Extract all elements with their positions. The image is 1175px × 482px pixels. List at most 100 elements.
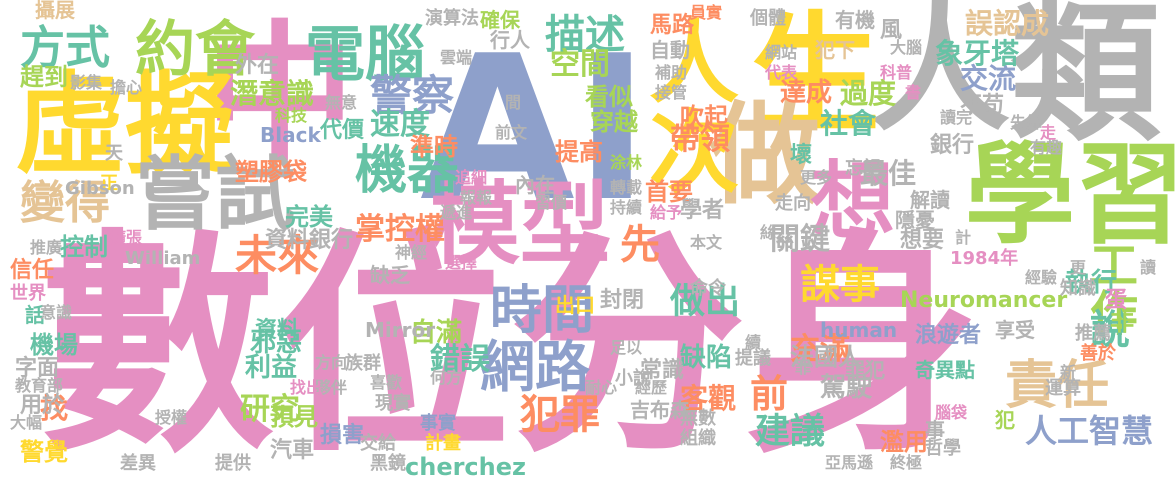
word-139: 終極 (890, 453, 923, 472)
word-130: 非 (1110, 308, 1134, 336)
word-80: 小說 (615, 368, 651, 389)
word-9: 學習 (965, 131, 1175, 259)
word-45: 象牙塔 (935, 37, 1020, 70)
word-176: 間 (505, 93, 522, 112)
word-190: 報報 (460, 188, 493, 207)
word-172: 擔心 (110, 78, 143, 97)
word-141: 犯 (995, 408, 1015, 432)
word-127: 經驗 (1025, 268, 1058, 287)
word-175: 無意 (325, 93, 358, 112)
word-10: 模型 (430, 172, 610, 277)
word-34: 掌控權 (355, 212, 445, 247)
word-69: 資料銀行 (265, 228, 354, 253)
word-118: 銀行 (930, 133, 975, 158)
word-44: 誤認成 (965, 7, 1050, 40)
word-99: 正 (100, 173, 118, 194)
word-196: 給予 (650, 203, 683, 222)
word-135: 新 (1060, 363, 1077, 382)
word-24: 未來 (235, 231, 320, 280)
word-200: 更 (1070, 258, 1087, 277)
word-153: 經歷 (635, 378, 668, 397)
word-54: 缺陷 (680, 343, 733, 373)
word-120: 有機 (835, 8, 875, 32)
word-192: 習價 (535, 193, 568, 212)
word-123: 員實 (690, 3, 723, 22)
word-113: 解讀 (910, 188, 950, 212)
word-28: 說 (1090, 307, 1130, 353)
word-117: 壞 (790, 143, 813, 168)
word-109: 享受 (995, 318, 1035, 342)
word-7: 虛擬 (15, 61, 235, 189)
word-187: 有趣 (1030, 138, 1063, 157)
word-56: 駕駛 (820, 373, 873, 403)
word-63: 看似 (585, 83, 633, 111)
word-114: 忘記 (845, 158, 881, 179)
word-125: 學者 (680, 198, 725, 223)
word-25: 描述 (545, 12, 625, 58)
word-4: 人 (870, 0, 1011, 151)
word-66: 準時 (410, 133, 458, 161)
word-152: 足以 (610, 338, 643, 357)
word-43: 過度 (840, 77, 897, 110)
word-180: 網站 (765, 43, 798, 62)
word-82: 濫用 (880, 428, 928, 456)
word-107: 1984年 (950, 248, 1019, 269)
word-30: 建議 (755, 412, 826, 452)
word-92: 用於 (20, 393, 65, 418)
word-189: 追細 (455, 168, 488, 187)
word-51: 研究 (240, 392, 300, 427)
word-71: 行人 (490, 28, 530, 52)
word-88: 外在 (235, 53, 280, 78)
word-2: AI (420, 13, 650, 246)
word-38: 潛意識 (230, 77, 315, 110)
word-184: 書 (905, 83, 922, 102)
word-169: 擴張 (110, 228, 143, 247)
word-89: 字面 (15, 356, 60, 381)
word-201: 罪 (795, 358, 812, 377)
word-70: 內在 (515, 173, 555, 197)
word-195: 遞進 (440, 203, 473, 222)
word-26: 謀事 (800, 262, 880, 308)
word-11: 嘗試 (135, 148, 295, 241)
word-171: 影集 (70, 73, 103, 92)
word-100: Gibson (65, 178, 135, 199)
word-163: 選擇 (445, 253, 478, 272)
word-151: 提議 (735, 348, 771, 369)
word-84: 汽車 (270, 438, 315, 463)
word-134: 運算 (1045, 378, 1081, 399)
word-183: 科普 (880, 63, 913, 82)
word-122: 個體 (750, 8, 786, 29)
word-104: human (820, 318, 898, 342)
word-164: 缺乏 (370, 263, 410, 287)
word-157: 喜歡 (370, 373, 403, 392)
word-22: 方式 (20, 21, 111, 74)
word-147: 事實 (420, 413, 456, 434)
word-68: 完美 (285, 203, 333, 231)
word-136: 腦袋 (935, 403, 968, 422)
word-116: 走向 (775, 193, 811, 214)
word-5: 生 (750, 0, 881, 151)
word-86: 利益 (245, 353, 298, 383)
word-87: 代價 (320, 118, 365, 143)
word-156: 現實 (375, 393, 411, 414)
word-170: 授權 (155, 408, 188, 427)
word-194: 持續 (610, 198, 643, 217)
word-13: 想 (810, 153, 896, 252)
word-112: 隱憂 (895, 208, 935, 232)
word-97: 攝展 (35, 0, 75, 22)
word-119: 不苟 (960, 93, 1005, 118)
word-40: 做出 (670, 282, 741, 322)
word-91: 機場 (30, 331, 78, 359)
word-167: 意識 (40, 303, 73, 322)
word-83: 損害 (320, 423, 365, 448)
word-181: 代表 (765, 63, 798, 82)
word-61: 首要 (645, 178, 693, 206)
word-137: 哲學 (925, 438, 961, 459)
word-93: 警覺 (20, 438, 68, 466)
word-106: Neuromancer (900, 288, 1068, 313)
word-178: 補助 (655, 63, 688, 82)
word-179: 接管 (655, 83, 688, 102)
word-73: 確保 (480, 8, 520, 32)
word-133: 善於 (1080, 343, 1116, 364)
word-60: 信任 (10, 258, 55, 283)
